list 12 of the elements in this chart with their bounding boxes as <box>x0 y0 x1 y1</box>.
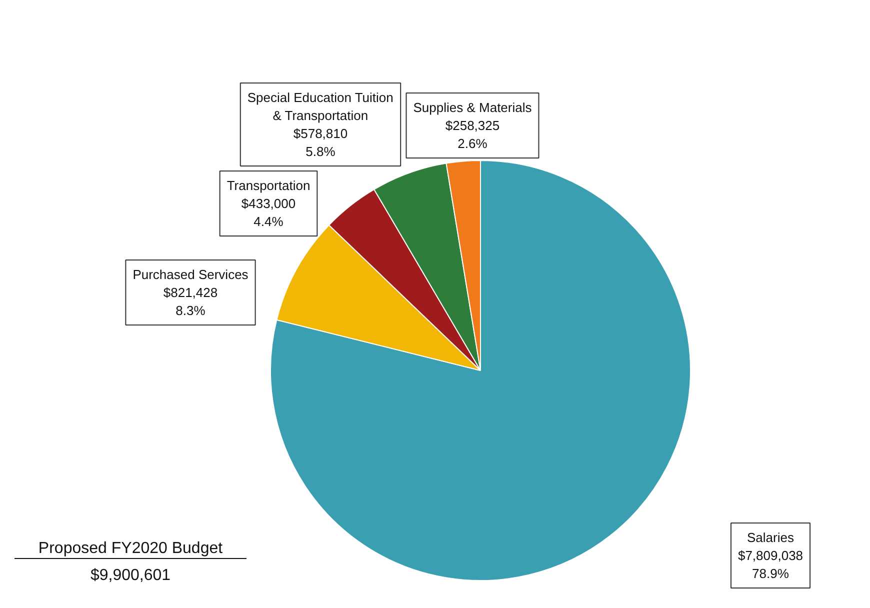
data-label: $578,810 5.8% <box>293 126 348 159</box>
data-label: $258,325 2.6% <box>445 118 500 151</box>
data-label: $433,000 4.4% <box>241 196 296 229</box>
slice-label: Special Education Tuition & Transportation <box>247 90 394 123</box>
slice-label: Salaries <box>747 530 794 545</box>
text: $9,900,601 <box>90 567 171 584</box>
slice-label: Purchased Services <box>132 267 249 282</box>
slice-label: Transportation <box>226 178 310 193</box>
data-label: $821,428 8.3% <box>163 285 218 318</box>
slice-label: Supplies & Materials <box>413 100 532 115</box>
data-label: $7,809,038 78.9% <box>738 548 804 581</box>
text: Proposed FY2020 Budget <box>38 540 224 557</box>
